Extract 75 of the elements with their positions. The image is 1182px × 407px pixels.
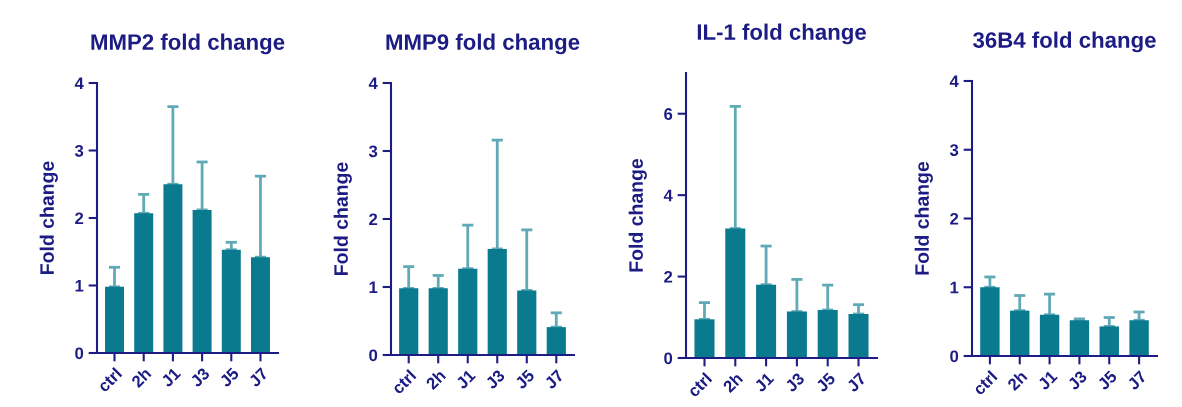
chart-title: MMP2 fold change	[91, 33, 285, 55]
chart-title: MMP9 fold change	[386, 33, 580, 55]
bar	[487, 248, 507, 355]
x-tick-label: J7	[846, 372, 867, 393]
y-tick-label: 4	[368, 77, 378, 90]
x-tick-label: 2h	[1006, 369, 1028, 392]
x-tick-label: J3	[1066, 369, 1088, 391]
bar	[546, 327, 566, 355]
y-tick-label: 2	[664, 270, 673, 283]
bar	[458, 268, 478, 355]
y-tick-label: 3	[368, 145, 378, 158]
bar	[517, 290, 537, 355]
x-tick-label: J7	[1126, 370, 1148, 391]
x-tick-label: J5	[218, 366, 240, 388]
y-tick-label: 6	[664, 108, 673, 120]
x-tick-label: J7	[543, 369, 565, 390]
x-tick-label: 2h	[424, 368, 447, 391]
chart-title: 36B4 fold change	[973, 31, 1156, 53]
x-tick-label: ctrl	[686, 372, 713, 398]
bar	[428, 288, 448, 355]
bar	[980, 287, 1000, 356]
bar	[725, 228, 746, 358]
x-tick-label: J5	[815, 371, 837, 393]
bar	[134, 213, 154, 353]
bar	[848, 314, 869, 358]
y-tick-label: 4	[74, 77, 84, 90]
y-tick-label: 3	[949, 144, 959, 156]
bar	[817, 309, 838, 358]
x-tick-label: J1	[1037, 369, 1058, 391]
bar	[756, 284, 777, 358]
chart-title: IL-1 fold change	[697, 23, 866, 45]
bar	[399, 288, 419, 355]
bar	[1069, 320, 1090, 356]
bar	[786, 311, 807, 358]
y-tick-label: 1	[369, 281, 378, 294]
y-tick-label: 4	[949, 75, 959, 88]
y-tick-label: 2	[369, 213, 378, 226]
y-tick-label: 1	[950, 281, 959, 294]
x-tick-label: J1	[455, 368, 477, 390]
bar	[1039, 314, 1060, 356]
x-tick-label: J3	[784, 371, 806, 393]
y-tick-label: 2	[950, 212, 959, 225]
bar	[221, 249, 241, 353]
x-tick-label: J3	[484, 368, 506, 390]
y-tick-label: 4	[663, 189, 673, 202]
x-tick-label: J5	[514, 368, 536, 390]
bar	[694, 319, 715, 358]
bar	[105, 286, 124, 353]
bar	[163, 184, 183, 353]
y-tick-label: 0	[664, 352, 673, 365]
y-tick-label: 1	[75, 280, 84, 292]
x-tick-label: J7	[247, 367, 269, 388]
x-tick-label: ctrl	[390, 369, 417, 395]
y-axis-title: Fold change	[39, 161, 58, 274]
x-tick-label: J3	[189, 366, 211, 388]
y-axis-title: Fold change	[914, 161, 933, 275]
y-tick-label: 0	[369, 349, 378, 362]
bar	[192, 209, 212, 353]
y-tick-label: 0	[75, 347, 84, 360]
y-tick-label: 2	[75, 212, 84, 225]
x-tick-label: ctrl	[972, 370, 998, 396]
y-axis-title: Fold change	[333, 162, 352, 275]
bar	[1099, 326, 1119, 356]
y-tick-label: 3	[74, 144, 84, 157]
bar	[1129, 320, 1149, 356]
y-tick-label: 0	[950, 350, 959, 363]
bar	[1010, 310, 1030, 356]
bar	[251, 257, 270, 353]
x-tick-label: J1	[753, 371, 775, 393]
x-tick-label: 2h	[721, 371, 744, 394]
x-tick-label: J5	[1096, 369, 1118, 391]
x-tick-label: J1	[160, 366, 182, 388]
y-axis-title: Fold change	[628, 158, 647, 272]
x-tick-label: 2h	[130, 366, 152, 389]
x-tick-label: ctrl	[96, 367, 123, 393]
